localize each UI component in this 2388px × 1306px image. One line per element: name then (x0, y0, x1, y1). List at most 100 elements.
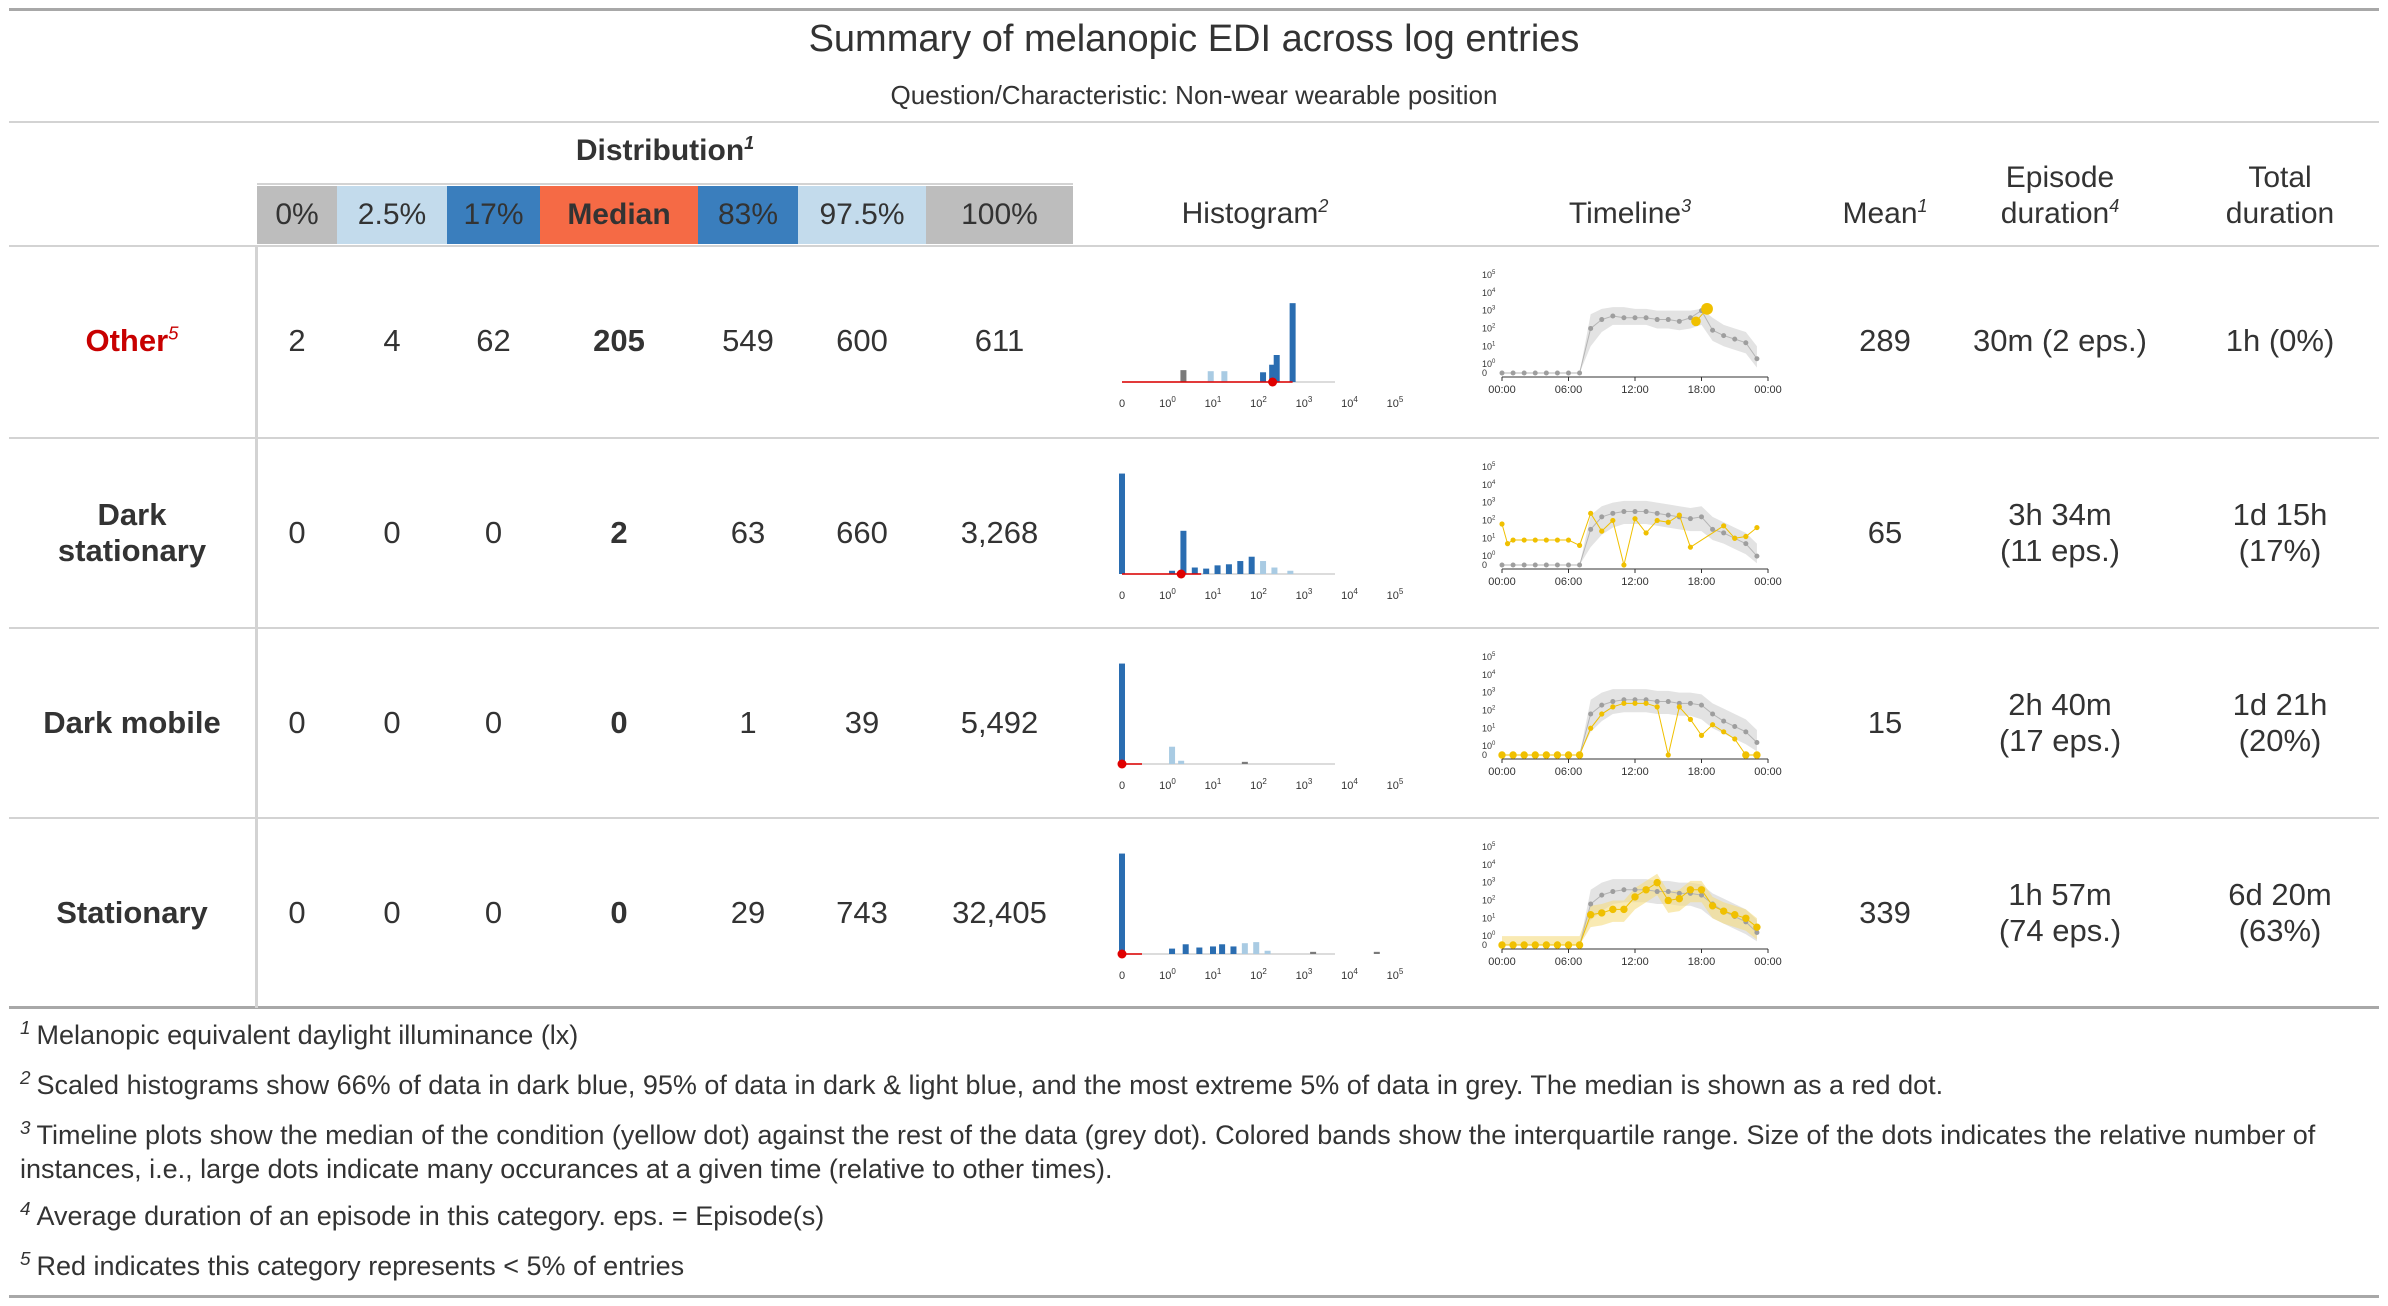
quantile-value-6: 32,405 (952, 895, 1047, 930)
histogram-bar (1191, 567, 1198, 574)
quantile-value-3: 205 (593, 323, 645, 358)
quantile-value-6: 3,268 (960, 515, 1039, 550)
quantile-value-1: 4 (383, 323, 401, 358)
quantile-value-2: 62 (476, 323, 511, 358)
quantile-value-0: 0 (288, 515, 306, 550)
timeline-median-dot (1554, 370, 1560, 376)
episode-line-2: (74 eps.) (1998, 913, 2122, 948)
timeline-median-dot (1588, 526, 1594, 532)
histogram-median-dot (1268, 377, 1278, 387)
timeline-median-dot (1577, 370, 1583, 376)
histogram-tick-label: 0 (1119, 590, 1125, 602)
quantile-value-2: 0 (484, 895, 503, 930)
histogram-tick-label: 100 (1159, 587, 1176, 602)
histogram-bar (1225, 564, 1232, 574)
quantile-value-1: 0 (383, 895, 401, 930)
histogram-tick-label: 103 (1296, 395, 1313, 410)
row-label-line-1: Dark (97, 497, 167, 532)
timeline-x-tick: 06:00 (1555, 576, 1583, 588)
timeline-condition-dot (1687, 716, 1694, 722)
timeline-y-tick: 101 (1482, 913, 1496, 923)
row-label-line-1: Other5 (85, 322, 179, 358)
timeline-median-dot (1588, 901, 1594, 907)
timeline-median-dot (1577, 562, 1583, 568)
timeline-condition-dot (1721, 523, 1727, 529)
timeline-y-tick: 0 (1482, 560, 1487, 570)
histogram-tick-label: 101 (1205, 587, 1222, 602)
footnote-text: Timeline plots show the median of the co… (20, 1120, 2316, 1184)
episode-line-1: 2h 40m (2008, 687, 2112, 722)
footnote-5: 5 Red indicates this category represents … (20, 1249, 2370, 1283)
timeline-condition-dot (1697, 886, 1706, 894)
timeline-y-tick: 102 (1482, 323, 1496, 333)
footnote-mark: 5 (20, 1249, 31, 1270)
histogram-tick-label: 101 (1205, 395, 1222, 410)
footnote-1: 1 Melanopic equivalent daylight illuminan… (20, 1018, 2370, 1052)
histogram-bar (1241, 943, 1248, 954)
histogram-tick-label: 105 (1387, 967, 1404, 982)
timeline-condition-dot (1664, 896, 1672, 905)
timeline-median-dot (1721, 718, 1727, 724)
histogram-bar (1169, 948, 1176, 954)
timeline-condition-dot (1665, 752, 1671, 758)
timeline-condition-dot (1742, 751, 1750, 759)
timeline-y-tick: 104 (1482, 860, 1496, 870)
histogram-bar (1230, 946, 1237, 954)
footnote-mark: 3 (20, 1118, 31, 1139)
total-line-2: (20%) (2238, 723, 2322, 758)
histogram-tick-label: 102 (1250, 587, 1267, 602)
timeline-condition-dot (1753, 923, 1761, 931)
episode-duration-value: 2h 40m (17 eps.) (1950, 687, 2170, 759)
timeline-condition-dot (1653, 878, 1661, 887)
timeline-median-dot (1754, 356, 1760, 362)
timeline-condition-dot (1509, 941, 1517, 949)
mean-value: 65 (1867, 515, 1903, 550)
timeline-condition-dot (1510, 537, 1516, 543)
footnote-4: 4 Average duration of an episode in this … (20, 1199, 2370, 1233)
histogram-bar (1260, 561, 1267, 574)
timeline-median-dot (1610, 313, 1616, 319)
timeline-condition-dot (1564, 941, 1573, 949)
histogram-bar (1178, 760, 1185, 764)
footnote-2: 2 Scaled histograms show 66% of data in d… (20, 1068, 2370, 1102)
row-footnote-mark: 5 (168, 322, 179, 344)
timeline-median-dot (1521, 562, 1527, 568)
timeline-median-dot (1621, 315, 1627, 321)
table-title: Summary of melanopic EDI across log entr… (808, 18, 1580, 60)
total-line-2: (17%) (2238, 533, 2322, 568)
episode-header-line-1: Episode (2005, 161, 2115, 194)
quantile-value-3: 0 (610, 895, 628, 930)
distribution-spanner: Distribution1 (257, 134, 1073, 168)
histogram-bar (1219, 944, 1226, 954)
timeline-x-tick: 00:00 (1754, 956, 1782, 968)
timeline-header-label: Timeline (1568, 197, 1682, 230)
timeline-condition-dot (1654, 704, 1660, 710)
timeline-median-dot (1732, 723, 1738, 729)
total-header-line-2: duration (2225, 197, 2335, 230)
footnote-text: Melanopic equivalent daylight illuminanc… (36, 1020, 579, 1050)
timeline-condition-dot (1676, 512, 1682, 518)
total-duration-value: 1h (0%) (2180, 323, 2380, 359)
timeline-condition-dot (1609, 905, 1617, 914)
timeline-condition-dot (1621, 562, 1627, 568)
histogram-bar (1260, 372, 1267, 382)
timeline-y-tick: 104 (1482, 670, 1496, 680)
timeline-condition-dot (1676, 704, 1682, 710)
histogram-tick-label: 104 (1341, 587, 1358, 602)
timeline-x-tick: 00:00 (1488, 384, 1516, 396)
histogram-tick-label: 0 (1119, 398, 1125, 410)
histogram-tick-label: 104 (1341, 967, 1358, 982)
histogram-bar (1289, 303, 1296, 382)
timeline-median-dot (1721, 333, 1727, 339)
timeline-footnote-mark: 3 (1681, 196, 1692, 216)
histogram-tick-label: 101 (1205, 967, 1222, 982)
timeline-y-tick: 103 (1482, 498, 1496, 508)
timeline-y-tick: 0 (1482, 750, 1487, 760)
timeline-median-dot (1610, 510, 1616, 516)
histogram-bar (1248, 556, 1255, 574)
histogram-bar (1119, 663, 1125, 764)
timeline-condition-dot (1631, 893, 1639, 901)
timeline-median-dot (1743, 541, 1749, 547)
footnote-text: Scaled histograms show 66% of data in da… (36, 1070, 1944, 1100)
